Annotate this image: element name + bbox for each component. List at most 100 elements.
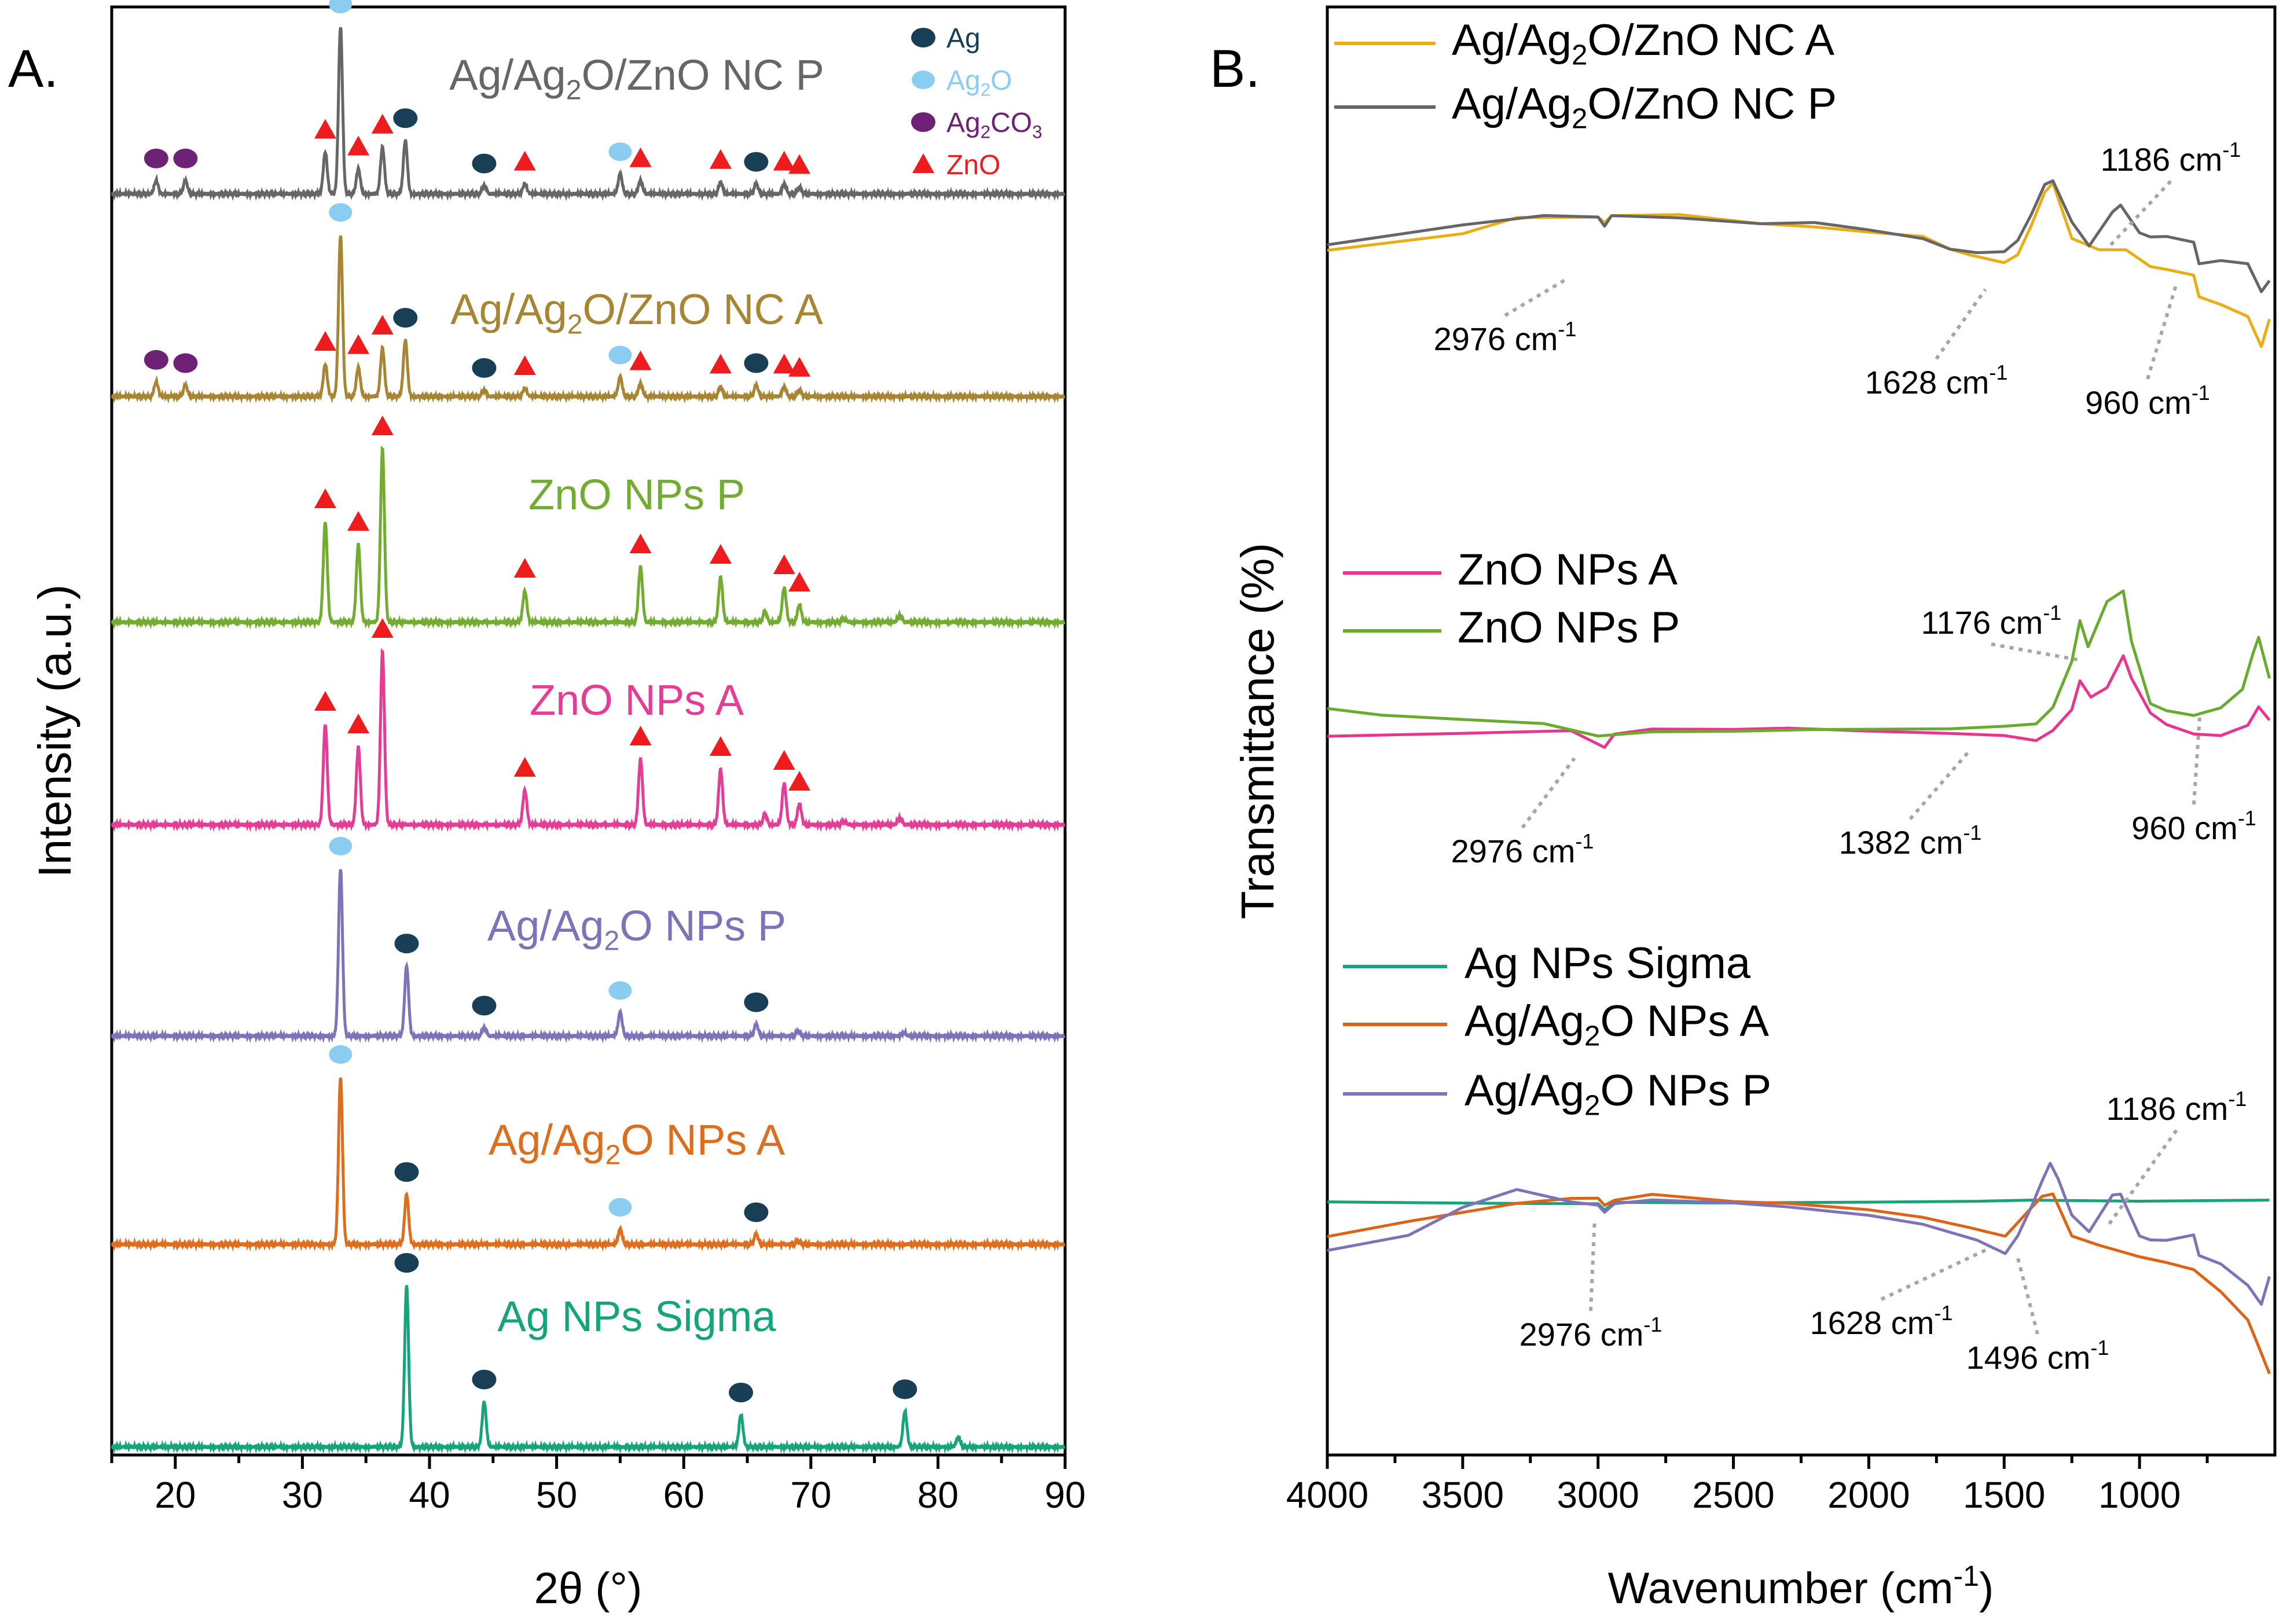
ftir-line-ag-ag2o-nps-p bbox=[1327, 1162, 2271, 1306]
xrd-marker-zno-1-11 bbox=[709, 354, 732, 374]
xrd-marker-ag2co3-1-0 bbox=[144, 350, 168, 370]
ftir-xlabel-sup: -1 bbox=[1954, 1560, 1979, 1592]
xrd-label-ag-ag2o-zno-nc-p-part: Ag/Ag bbox=[449, 51, 566, 99]
ftir-tick-label-1000: 1000 bbox=[2098, 1474, 2181, 1516]
xrd-marker-zno-2-5 bbox=[709, 544, 732, 564]
xrd-marker-zno-0-4 bbox=[347, 135, 370, 156]
xrd-marker-ag-6-0 bbox=[394, 1253, 419, 1273]
panel-b-label: B. bbox=[1210, 39, 1260, 98]
ftir-annotation-leader-2-2 bbox=[2016, 1255, 2039, 1335]
xrd-label-ag-ag2o-nps-a-part2: O NPs A bbox=[621, 1116, 785, 1164]
xrd-marker-ag2o-1-9 bbox=[608, 346, 632, 365]
ftir-line-ag-ag2o-zno-nc-a bbox=[1327, 181, 2271, 348]
ftir-annotation-sup: -1 bbox=[1989, 361, 2007, 384]
xrd-marker-ag-1-6 bbox=[393, 308, 418, 328]
xrd-plot-frame bbox=[110, 5, 1067, 1457]
ftir-legend-label-0-0-part2: O/ZnO NC A bbox=[1588, 16, 1835, 65]
xrd-x-axis-label: 2θ (°) bbox=[534, 1564, 643, 1613]
xrd-legend-marker-ag bbox=[911, 28, 935, 47]
xrd-marker-zno-2-1 bbox=[347, 511, 370, 531]
xrd-legend-label-ag2co3-part2: CO bbox=[990, 108, 1032, 138]
ftir-annotation-leader-1-2 bbox=[2192, 717, 2201, 805]
xrd-line-ag-ag2o-nps-a bbox=[111, 1077, 1066, 1252]
xrd-label-ag-ag2o-zno-nc-p: Ag/Ag2O/ZnO NC P bbox=[449, 51, 824, 105]
xrd-legend-label-ag2o-sub: 2 bbox=[981, 80, 990, 100]
ftir-legend-label-2-0-part: Ag NPs Sigma bbox=[1465, 939, 1751, 988]
ftir-legend-label-2-1-part: Ag/Ag bbox=[1465, 997, 1584, 1046]
ftir-annotation-sup: -1 bbox=[1934, 1301, 1952, 1325]
ftir-annotation-sup: -1 bbox=[2222, 138, 2241, 161]
xrd-marker-ag2o-4-3 bbox=[608, 981, 632, 1000]
ftir-tick-label-1500: 1500 bbox=[1963, 1474, 2045, 1516]
ftir-legend-label-1-0: ZnO NPs A bbox=[1458, 545, 1678, 594]
ftir-series-group bbox=[1327, 179, 2271, 1375]
xrd-marker-ag-6-3 bbox=[893, 1379, 917, 1399]
ftir-legend-label-0-1: Ag/Ag2O/ZnO NC P bbox=[1452, 79, 1837, 135]
ftir-annotation-1-2: 960 cm-1 bbox=[2131, 806, 2256, 846]
xrd-label-ag-nps-sigma-part: Ag NPs Sigma bbox=[497, 1292, 776, 1340]
ftir-annotation-sup: -1 bbox=[1963, 821, 1981, 844]
xrd-marker-zno-2-0 bbox=[314, 488, 336, 508]
ftir-annotation-sup: -1 bbox=[2043, 601, 2061, 624]
xrd-label-ag-ag2o-nps-a-sub: 2 bbox=[605, 1139, 621, 1170]
ftir-annotation-leader-2-0 bbox=[1589, 1218, 1596, 1311]
xrd-line-ag-ag2o-nps-p bbox=[111, 869, 1066, 1044]
xrd-line-zno-nps-p bbox=[111, 445, 1066, 630]
xrd-legend-label-ag2co3-sub: 2 bbox=[981, 122, 990, 142]
xrd-marker-zno-0-10 bbox=[629, 147, 652, 167]
xrd-marker-zno-1-10 bbox=[629, 350, 652, 370]
xrd-label-ag-ag2o-zno-nc-a: Ag/Ag2O/ZnO NC A bbox=[450, 285, 823, 340]
ftir-legend-label-0-1-part2: O/ZnO NC P bbox=[1588, 79, 1837, 128]
ftir-xlabel-pre: Wavenumber (cm bbox=[1608, 1564, 1954, 1613]
xrd-marker-zno-0-13 bbox=[773, 150, 795, 171]
xrd-tick-label-50: 50 bbox=[536, 1474, 577, 1516]
xrd-marker-zno-3-3 bbox=[513, 757, 536, 777]
xrd-marker-ag-4-2 bbox=[472, 995, 497, 1016]
xrd-label-ag-ag2o-zno-nc-a-part: Ag/Ag bbox=[450, 285, 567, 333]
xrd-marker-ag2co3-0-0 bbox=[144, 148, 168, 168]
ftir-annotation-leader-1-0 bbox=[1521, 757, 1576, 829]
xrd-label-ag-ag2o-nps-a: Ag/Ag2O NPs A bbox=[489, 1116, 786, 1170]
ftir-annotation-leader-2-3 bbox=[2105, 1129, 2178, 1228]
xrd-marker-ag-0-6 bbox=[393, 108, 418, 128]
xrd-marker-ag-6-2 bbox=[729, 1383, 754, 1402]
xrd-label-ag-ag2o-zno-nc-p-sub: 2 bbox=[566, 74, 582, 105]
ftir-annotation-text: 1382 cm bbox=[1839, 824, 1963, 861]
xrd-marker-zno-1-4 bbox=[347, 334, 370, 354]
xrd-marker-ag2o-5-2 bbox=[608, 1197, 632, 1217]
ftir-legend-label-2-1-sub: 2 bbox=[1584, 1020, 1600, 1052]
ftir-annotation-1-1: 1382 cm-1 bbox=[1839, 821, 1982, 861]
ftir-annotation-text: 960 cm bbox=[2131, 810, 2238, 846]
ftir-tick-label-3500: 3500 bbox=[1422, 1474, 1504, 1516]
ftir-annotation-text: 2976 cm bbox=[1434, 321, 1558, 357]
ftir-line-ag-ag2o-zno-nc-p bbox=[1327, 179, 2271, 293]
xrd-legend-marker-ag2co3 bbox=[911, 112, 935, 132]
xrd-marker-zno-0-5 bbox=[371, 113, 394, 134]
ftir-line-zno-nps-a bbox=[1327, 654, 2271, 749]
ftir-annotation-2-3: 1186 cm-1 bbox=[2106, 1087, 2247, 1127]
ftir-annotation-0-0: 2976 cm-1 bbox=[1434, 317, 1577, 357]
ftir-annotation-sup: -1 bbox=[2090, 1336, 2109, 1360]
xrd-marker-ag2o-1-3 bbox=[329, 203, 353, 222]
xrd-label-ag-nps-sigma: Ag NPs Sigma bbox=[497, 1292, 776, 1340]
ftir-annotation-leader-0-3 bbox=[2105, 179, 2172, 251]
ftir-annotation-text: 1628 cm bbox=[1865, 364, 1990, 401]
xrd-marker-zno-2-3 bbox=[513, 558, 536, 578]
xrd-label-ag-ag2o-nps-p-part: Ag/Ag bbox=[487, 902, 604, 950]
xrd-legend-label-ag2o-part: Ag bbox=[946, 65, 981, 96]
xrd-tick-label-20: 20 bbox=[155, 1474, 196, 1516]
xrd-line-zno-nps-a bbox=[111, 648, 1066, 832]
xrd-marker-zno-3-1 bbox=[347, 714, 370, 733]
xrd-legend-label-zno: ZnO bbox=[946, 150, 1000, 181]
ftir-annotation-text: 1496 cm bbox=[1966, 1339, 2091, 1376]
xrd-marker-ag-5-1 bbox=[394, 1162, 419, 1182]
ftir-legend-label-0-1-part: Ag/Ag bbox=[1452, 79, 1572, 128]
ftir-annotation-0-2: 960 cm-1 bbox=[2085, 381, 2210, 421]
ftir-legend-label-0-0: Ag/Ag2O/ZnO NC A bbox=[1452, 16, 1834, 71]
xrd-tick-label-30: 30 bbox=[282, 1474, 323, 1516]
xrd-marker-zno-2-7 bbox=[788, 572, 811, 591]
ftir-tick-label-3000: 3000 bbox=[1557, 1474, 1639, 1516]
